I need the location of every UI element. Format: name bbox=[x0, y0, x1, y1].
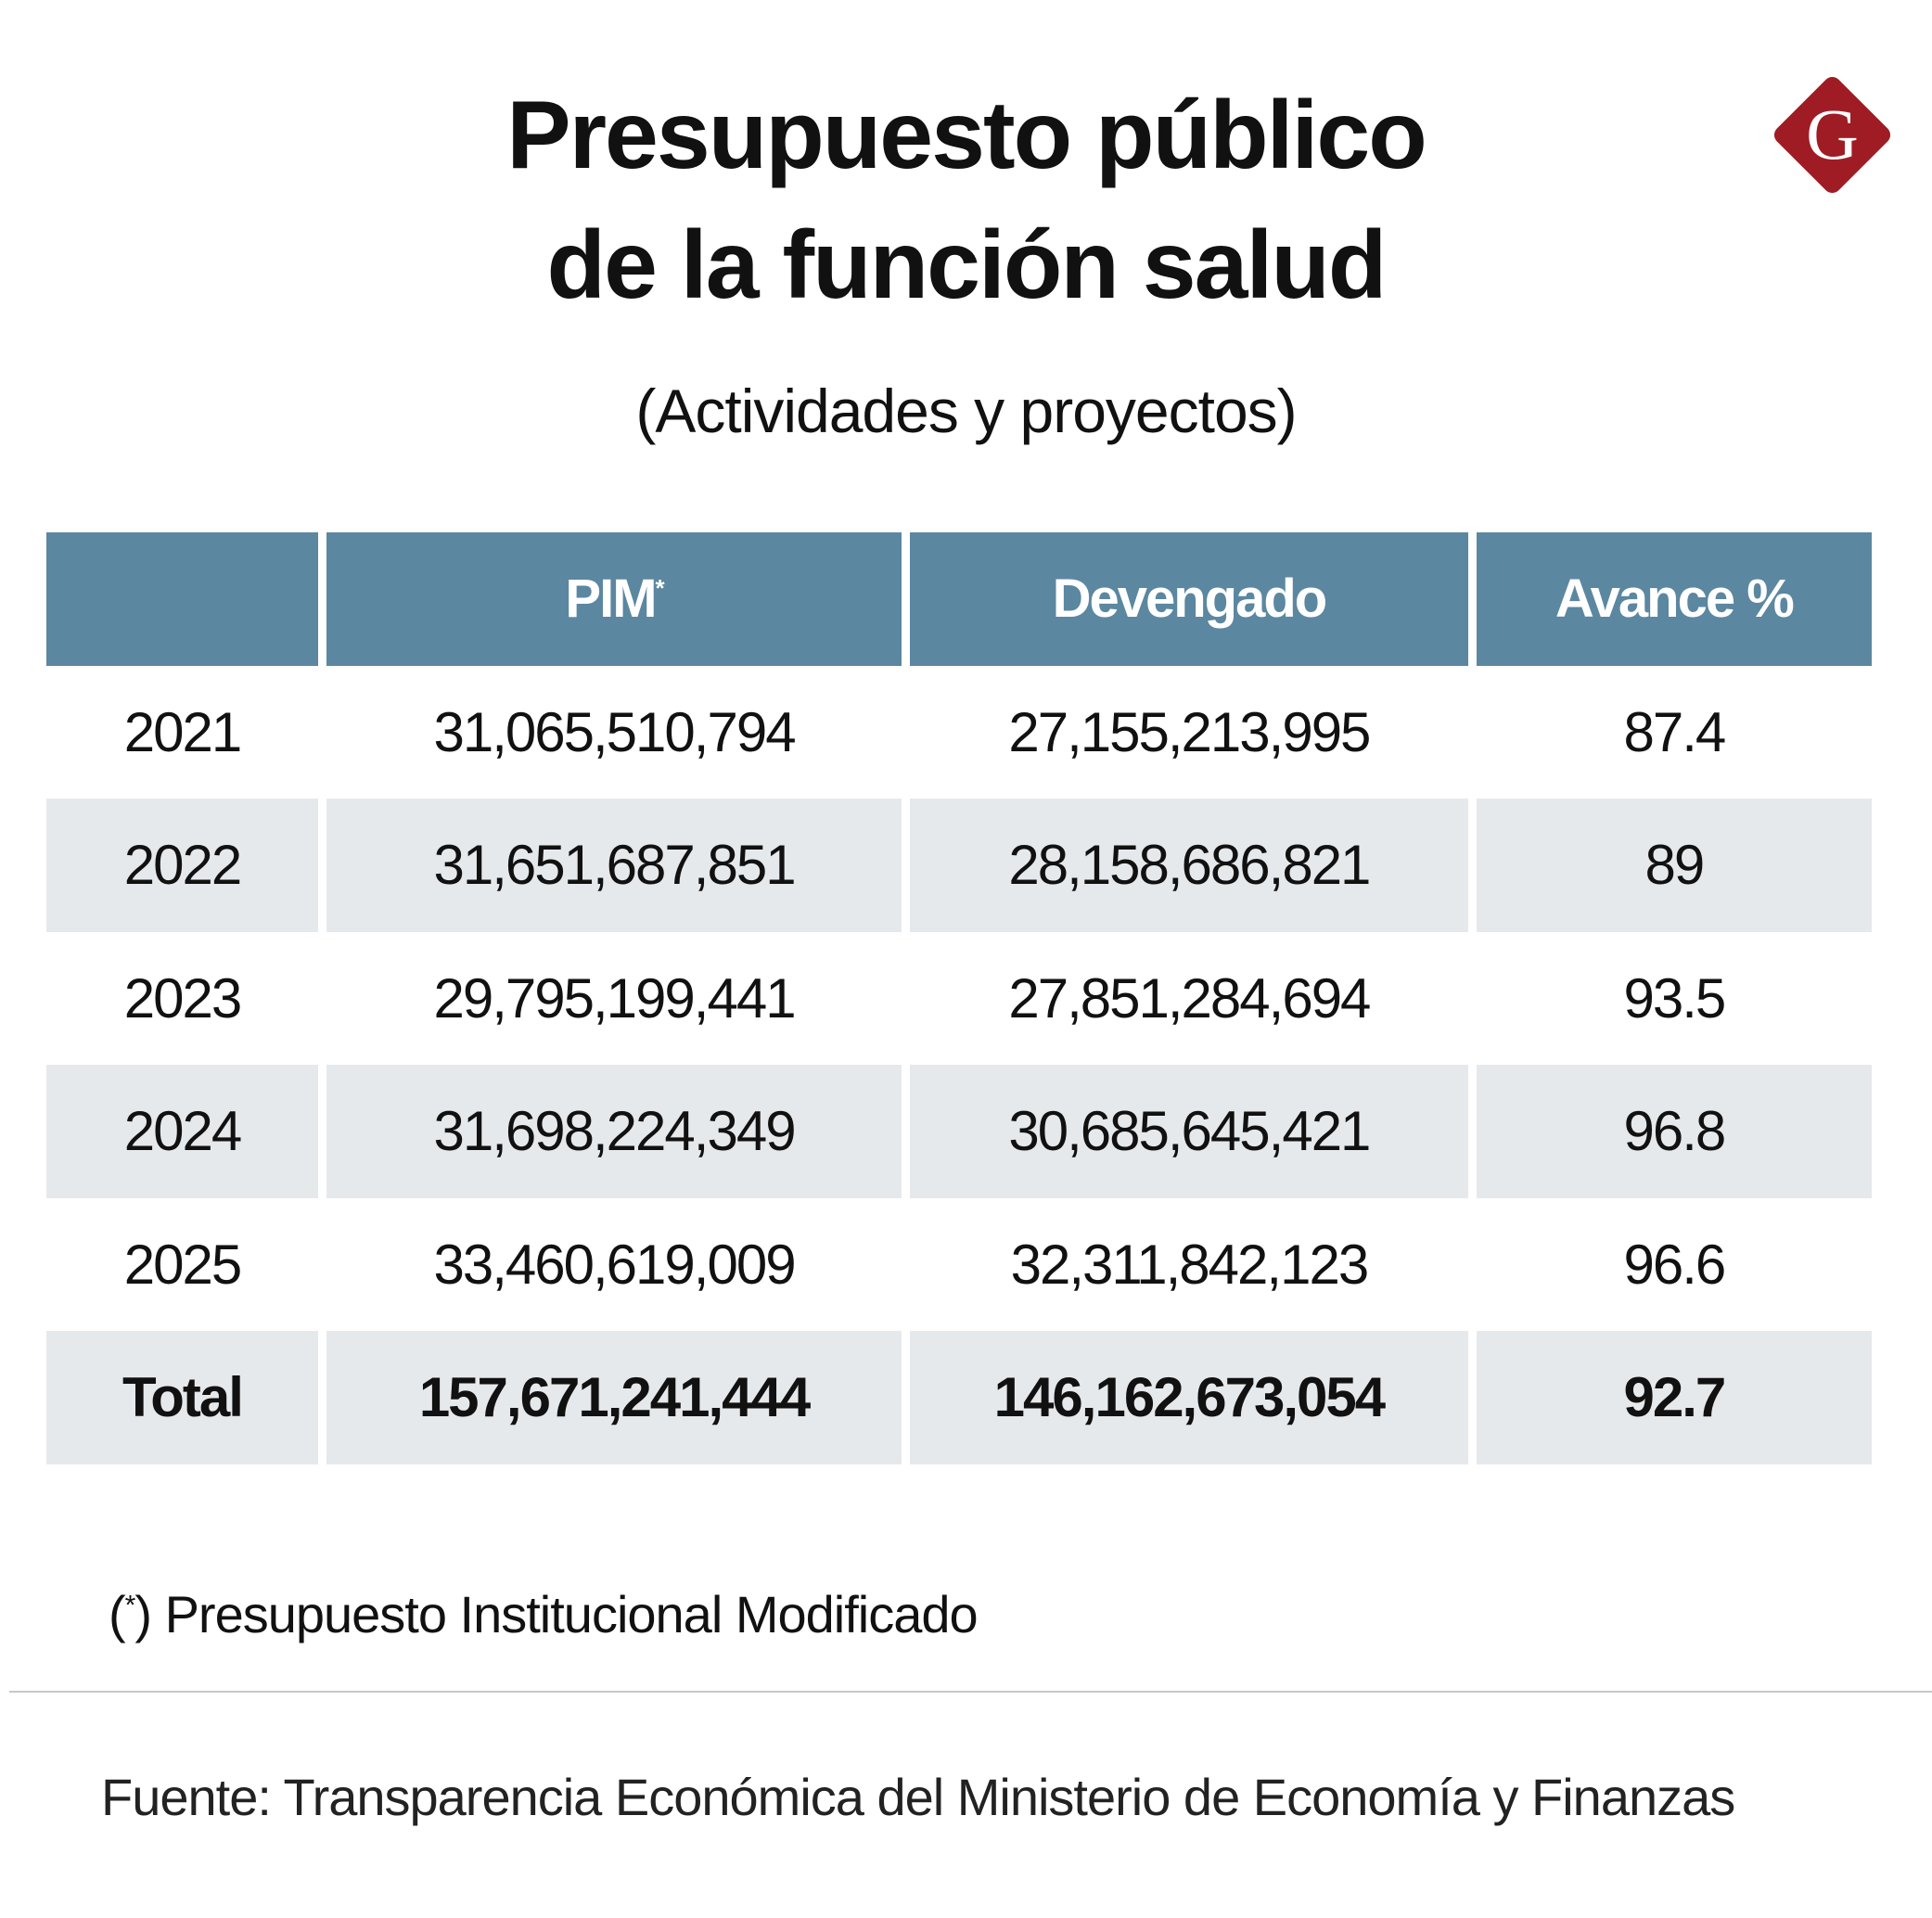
header-devengado: Devengado bbox=[910, 532, 1468, 666]
pim-asterisk: * bbox=[655, 574, 665, 603]
cell-devengado: 30,685,645,421 bbox=[910, 1065, 1468, 1198]
budget-table: PIM* Devengado Avance % 2021 31,065,510,7… bbox=[38, 532, 1880, 1464]
header-avance: Avance % bbox=[1476, 532, 1872, 666]
footnote-mark: * bbox=[124, 1590, 136, 1621]
logo-g-icon: G bbox=[1773, 76, 1891, 194]
table-row: 2022 31,651,687,851 28,158,686,821 89 bbox=[46, 799, 1872, 932]
cell-year: 2024 bbox=[46, 1065, 318, 1198]
cell-year: 2021 bbox=[123, 700, 242, 763]
cell-pim: 33,460,619,009 bbox=[433, 1233, 797, 1296]
total-pim: 157,671,241,444 bbox=[326, 1331, 902, 1464]
cell-avance: 96.6 bbox=[1623, 1233, 1726, 1296]
cell-devengado: 28,158,686,821 bbox=[910, 799, 1468, 932]
cell-pim: 31,698,224,349 bbox=[326, 1065, 902, 1198]
cell-devengado: 27,851,284,694 bbox=[1008, 966, 1371, 1029]
cell-avance: 93.5 bbox=[1623, 966, 1726, 1029]
source-note: Fuente: Transparencia Económica del Mini… bbox=[101, 1768, 1735, 1826]
header-pim-label: PIM bbox=[565, 569, 657, 630]
subtitle: (Actividades y proyectos) bbox=[635, 377, 1297, 445]
cell-avance: 87.4 bbox=[1623, 700, 1726, 763]
footnote-text: Presupuesto Institucional Modificado bbox=[164, 1585, 979, 1643]
title-line-1: Presupuesto público bbox=[506, 82, 1427, 189]
cell-year: 2022 bbox=[46, 799, 318, 932]
total-row: Total 157,671,241,444 146,162,673,054 92.7 bbox=[46, 1331, 1872, 1464]
cell-devengado: 27,155,213,995 bbox=[1008, 700, 1371, 763]
header-year bbox=[46, 532, 318, 666]
total-devengado: 146,162,673,054 bbox=[910, 1331, 1468, 1464]
table-row: 2023 29,795,199,441 27,851,284,694 93.5 bbox=[46, 932, 1872, 1066]
cell-year: 2025 bbox=[123, 1233, 242, 1296]
table-row: 2024 31,698,224,349 30,685,645,421 96.8 bbox=[46, 1065, 1872, 1198]
svg-text:G: G bbox=[1806, 94, 1859, 174]
total-label: Total bbox=[46, 1331, 318, 1464]
cell-pim: 29,795,199,441 bbox=[433, 966, 797, 1029]
title-line-2: de la función salud bbox=[546, 211, 1388, 319]
cell-pim: 31,065,510,794 bbox=[433, 700, 797, 763]
table-row: 2021 31,065,510,794 27,155,213,995 87.4 bbox=[46, 666, 1872, 799]
cell-year: 2023 bbox=[123, 966, 242, 1029]
table-header: PIM* Devengado Avance % bbox=[46, 532, 1872, 666]
page-title: Presupuesto público de la función salud bbox=[0, 70, 1932, 330]
footnote: (*) Presupuesto Institucional Modificado bbox=[109, 1585, 979, 1643]
cell-devengado: 32,311,842,123 bbox=[1010, 1233, 1370, 1296]
header-pim: PIM* bbox=[326, 532, 902, 666]
cell-pim: 31,651,687,851 bbox=[326, 799, 902, 932]
divider bbox=[9, 1691, 1932, 1693]
table-row: 2025 33,460,619,009 32,311,842,123 96.6 bbox=[46, 1198, 1872, 1332]
total-avance: 92.7 bbox=[1476, 1331, 1872, 1464]
cell-avance: 89 bbox=[1476, 799, 1872, 932]
cell-avance: 96.8 bbox=[1476, 1065, 1872, 1198]
